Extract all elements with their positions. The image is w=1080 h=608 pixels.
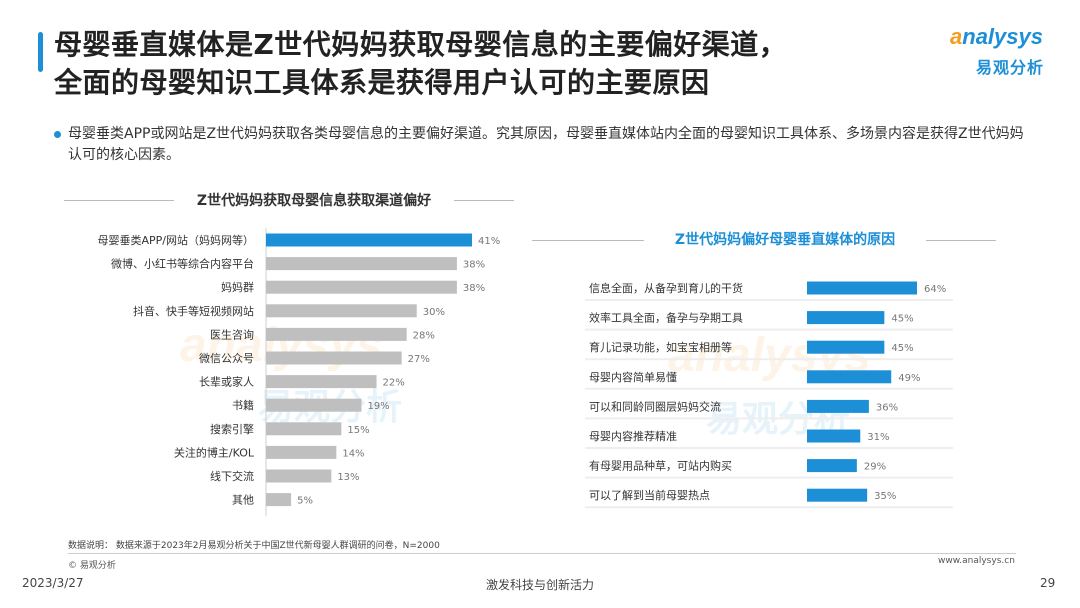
- chart2-category-label: 可以和同龄同圈层妈妈交流: [589, 399, 721, 413]
- chart1-category-label: 母婴垂类APP/网站（妈妈网等）: [98, 233, 255, 247]
- chart1-bar: [266, 233, 472, 247]
- chart1-bar: [266, 493, 292, 507]
- chart2-category-label: 母婴内容简单易懂: [589, 370, 677, 384]
- logo-english: analysys: [950, 24, 1043, 49]
- chart1-category-label: 长辈或家人: [199, 375, 254, 389]
- chart1-category-label: 妈妈群: [221, 280, 254, 294]
- chart1-value-label: 28%: [413, 330, 435, 341]
- footer-slogan: 激发科技与创新活力: [485, 578, 594, 592]
- chart2-row-separator: [585, 328, 953, 331]
- title-accent-bar: [38, 32, 43, 72]
- chart1-bar: [266, 469, 332, 483]
- chart1-value-label: 27%: [408, 354, 430, 365]
- chart2-bar: [807, 399, 869, 413]
- chart2-title: Z世代妈妈偏好母婴垂直媒体的原因: [648, 231, 922, 249]
- chart1-bar: [266, 445, 337, 459]
- chart1-bar: [266, 304, 417, 318]
- chart2-value-label: 29%: [864, 462, 886, 473]
- copyright: © 易观分析: [68, 561, 116, 571]
- chart1-category-label: 线下交流: [210, 469, 254, 483]
- chart1-title-rule-left: [64, 200, 174, 201]
- chart2-value-label: 49%: [898, 373, 920, 384]
- summary-text: 母婴垂类APP或网站是Z世代妈妈获取各类母婴信息的主要偏好渠道。究其原因，母婴垂…: [68, 126, 1024, 163]
- chart1-category-label: 微博、小红书等综合内容平台: [111, 257, 254, 271]
- chart2-row-separator: [585, 387, 953, 390]
- chart1-value-label: 15%: [347, 425, 369, 436]
- chart1-category-label: 微信公众号: [199, 351, 254, 365]
- chart1-category-label: 书籍: [232, 398, 254, 412]
- website-link[interactable]: www.analysys.cn: [938, 556, 1015, 566]
- chart2-category-label: 效率工具全面，备孕与孕期工具: [589, 311, 743, 325]
- data-source-note: 数据说明： 数据来源于2023年2月易观分析关于中国Z世代新母婴人群调研的问卷，…: [68, 541, 440, 551]
- chart2-row-separator: [585, 417, 953, 420]
- chart1-value-label: 14%: [342, 448, 364, 459]
- chart2-category-label: 有母婴用品种草，可站内购买: [589, 459, 732, 473]
- chart1-value-label: 19%: [367, 401, 389, 412]
- chart1-bar: [266, 398, 362, 412]
- chart2-category-label: 信息全面，从备孕到育儿的干货: [589, 281, 743, 295]
- vertical-media-reason-chart: 信息全面，从备孕到育儿的干货 64% 效率工具全面，备孕与孕期工具 45% 育儿记录功能…: [585, 281, 953, 509]
- chart1-value-label: 41%: [478, 236, 500, 247]
- chart1-value-label: 38%: [463, 260, 485, 271]
- chart1-bar: [266, 257, 457, 271]
- chart2-title-rule-left: [532, 240, 644, 241]
- chart1-category-label: 医生咨询: [210, 327, 254, 341]
- page-title-line2: 全面的母婴知识工具体系是获得用户认可的主要原因: [54, 66, 710, 99]
- chart2-category-label: 可以了解到当前母婴热点: [589, 488, 710, 502]
- chart2-row-separator: [585, 358, 953, 361]
- channel-preference-chart: 母婴垂类APP/网站（妈妈网等） 41% 微博、小红书等综合内容平台 38% 妈妈群 38…: [98, 228, 500, 516]
- chart1-value-label: 5%: [297, 496, 313, 507]
- logo-chinese: 易观分析: [976, 58, 1045, 77]
- chart2-row-separator: [585, 506, 953, 509]
- chart1-value-label: 22%: [383, 378, 405, 389]
- chart2-bar: [807, 281, 917, 295]
- chart2-value-label: 45%: [891, 314, 913, 325]
- chart2-bar: [807, 340, 885, 354]
- chart2-bar: [807, 370, 892, 384]
- chart1-value-label: 38%: [463, 283, 485, 294]
- chart1-bar: [266, 375, 377, 389]
- page-number: 29: [1040, 576, 1056, 590]
- page-title-line1: 母婴垂直媒体是Z世代妈妈获取母婴信息的主要偏好渠道，: [54, 28, 788, 61]
- footer-divider: [68, 553, 1016, 554]
- chart1-category-label: 搜索引擎: [210, 422, 254, 436]
- analysys-logo: analysys 易观分析: [950, 24, 1060, 80]
- chart2-value-label: 45%: [891, 343, 913, 354]
- chart2-value-label: 36%: [876, 402, 898, 413]
- chart2-bar: [807, 311, 885, 325]
- chart2-value-label: 31%: [867, 432, 889, 443]
- page-title: 母婴垂直媒体是Z世代妈妈获取母婴信息的主要偏好渠道， 全面的母婴知识工具体系是获…: [54, 26, 914, 102]
- chart2-row-separator: [585, 476, 953, 479]
- chart2-category-label: 育儿记录功能，如宝宝相册等: [589, 340, 732, 354]
- chart2-value-label: 64%: [924, 284, 946, 295]
- chart1-bar: [266, 280, 457, 294]
- report-date: 2023/3/27: [22, 576, 84, 590]
- chart2-title-rule-right: [926, 240, 996, 241]
- chart1-title-rule-right: [454, 200, 514, 201]
- chart1-category-label: 关注的博主/KOL: [174, 445, 255, 459]
- chart2-bar: [807, 429, 861, 443]
- chart1-value-label: 13%: [337, 472, 359, 483]
- chart2-bar: [807, 459, 857, 473]
- bullet-dot: [54, 131, 61, 138]
- chart1-bar: [266, 327, 407, 341]
- chart2-bar: [807, 488, 868, 502]
- chart1-value-label: 30%: [423, 307, 445, 318]
- chart2-row-separator: [585, 447, 953, 449]
- chart2-value-label: 35%: [874, 491, 896, 502]
- chart1-bar: [266, 422, 342, 436]
- chart1-category-label: 抖音、快手等短视频网站: [133, 304, 254, 318]
- chart2-row-separator: [585, 299, 953, 301]
- chart1-title: Z世代妈妈获取母婴信息获取渠道偏好: [178, 192, 450, 210]
- chart1-bar: [266, 351, 402, 365]
- chart1-category-label: 其他: [232, 494, 254, 507]
- chart2-category-label: 母婴内容推荐精准: [589, 429, 677, 443]
